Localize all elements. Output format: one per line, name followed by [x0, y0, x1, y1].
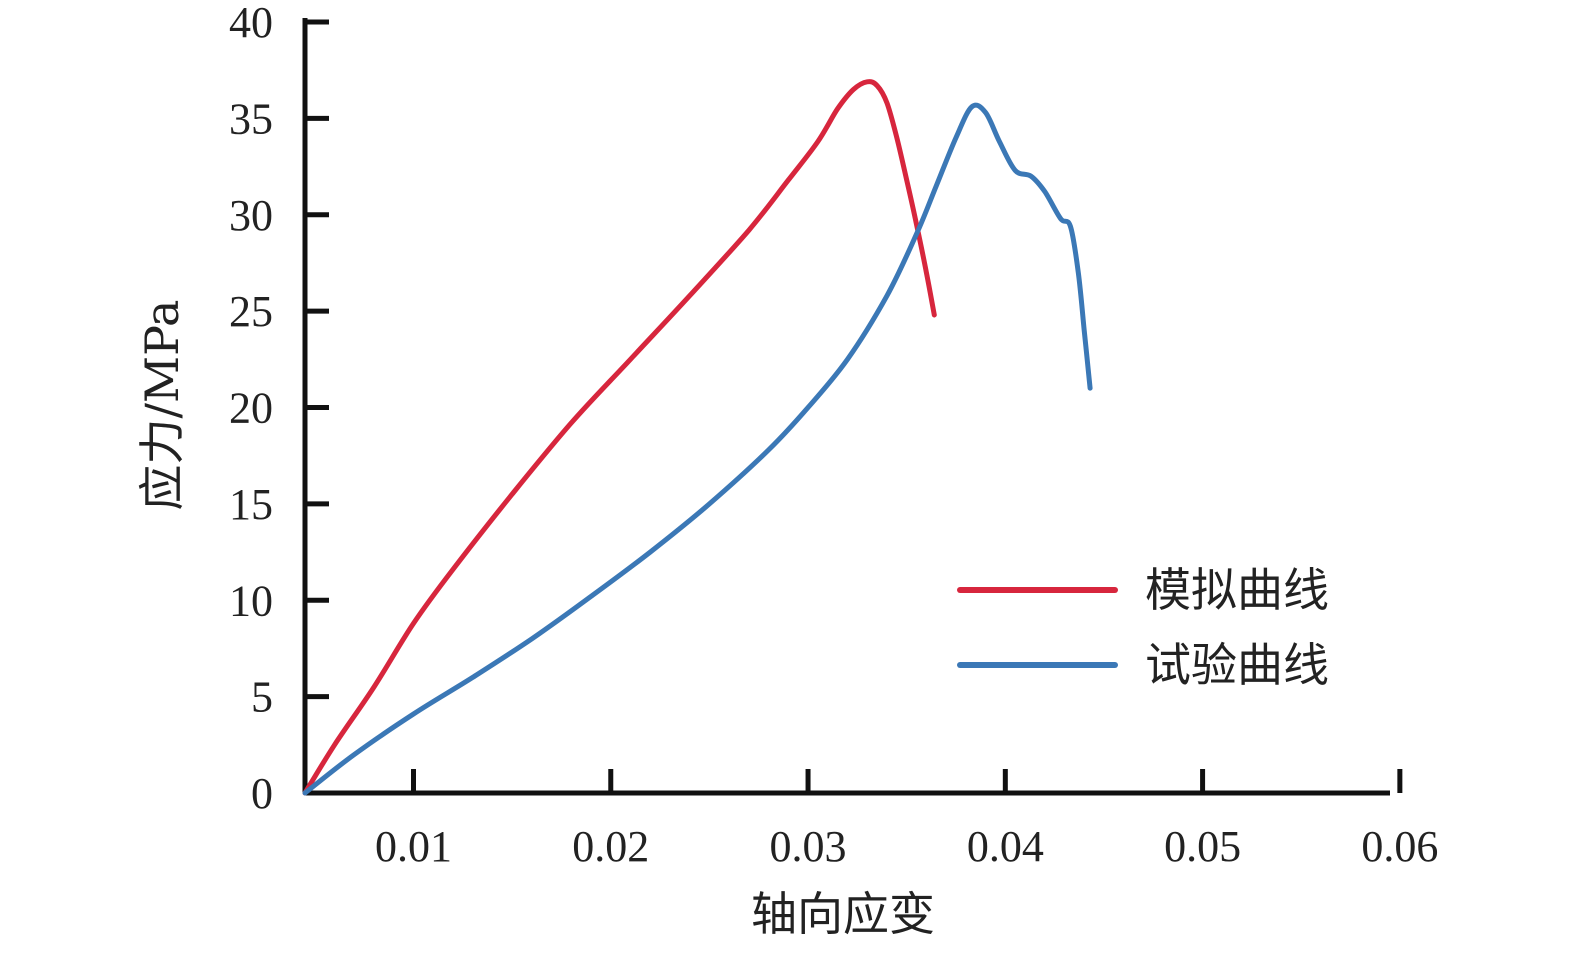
y-tick-label: 15: [229, 480, 273, 529]
x-tick-label: 0.02: [572, 822, 649, 871]
series-layer: [302, 79, 1093, 796]
x-tick-label: 0.01: [375, 822, 452, 871]
y-tick-label: 25: [229, 287, 273, 336]
x-axis-title: 轴向应变: [751, 887, 935, 941]
y-tick-label: 40: [229, 0, 273, 47]
x-tick-label: 0.06: [1361, 822, 1438, 871]
y-tick-label: 5: [251, 673, 273, 722]
series-line-2: [302, 102, 1093, 796]
x-axis-ticks: 0.01 0.02 0.03 0.04 0.05 0.06: [375, 769, 1438, 871]
y-tick-label: 10: [229, 576, 273, 625]
x-tick-label: 0.05: [1164, 822, 1241, 871]
y-tick-label: 35: [229, 94, 273, 143]
series-line-1: [302, 79, 937, 796]
y-tick-label: 30: [229, 191, 273, 240]
y-axis-title: 应力/MPa: [135, 300, 189, 511]
legend-label-2: 试验曲线: [1145, 638, 1329, 692]
x-tick-label: 0.04: [967, 822, 1044, 871]
y-axis-ticks: 0 5 10 15 20 25 30 35 40: [229, 0, 329, 818]
legend-label-1: 模拟曲线: [1145, 563, 1329, 617]
x-tick-label: 0.03: [770, 822, 847, 871]
y-tick-label: 0: [251, 769, 273, 818]
y-tick-label: 20: [229, 384, 273, 433]
